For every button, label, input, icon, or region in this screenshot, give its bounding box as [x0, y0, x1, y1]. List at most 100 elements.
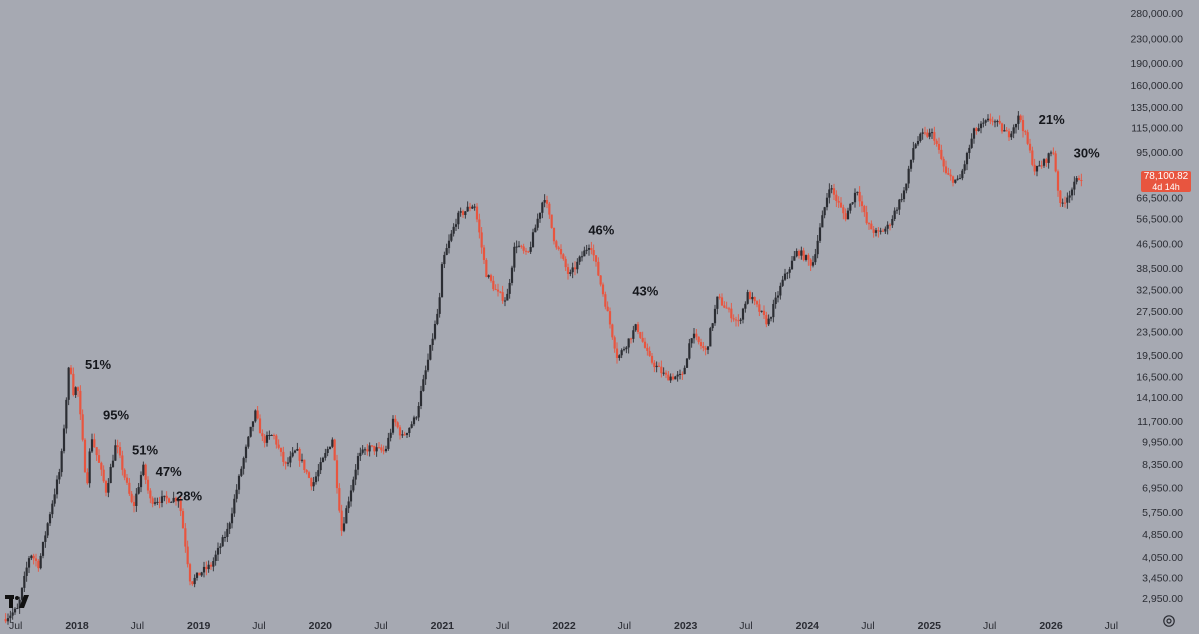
time-axis[interactable]: Jul 2018 Jul 2019 Jul 2020 Jul 2021 Jul 2022 Jul 20… — [9, 620, 1118, 632]
candle-body — [459, 211, 462, 213]
candle-body — [657, 365, 661, 367]
candle-body — [669, 376, 672, 381]
price-tick-label: 19,500.00 — [1136, 350, 1183, 362]
candle — [13, 607, 17, 615]
candle-body — [790, 260, 794, 270]
candle-body — [937, 143, 941, 150]
candle — [382, 445, 385, 455]
candle — [93, 433, 96, 448]
candle-body — [275, 435, 278, 445]
candle-body — [935, 140, 938, 144]
candle — [25, 561, 28, 582]
candle-body — [650, 355, 654, 363]
candle-body — [237, 475, 241, 490]
candle — [200, 571, 203, 577]
candle-body — [111, 460, 115, 467]
candle-body — [538, 212, 542, 219]
candle — [730, 302, 733, 323]
candle-body — [408, 427, 411, 434]
candle-body — [23, 575, 26, 588]
candle-body — [214, 554, 217, 561]
candle-body — [1075, 178, 1078, 182]
candle — [522, 243, 525, 254]
candle-body — [179, 500, 182, 512]
candle-body — [499, 291, 502, 293]
candle-body — [121, 455, 124, 470]
candle-body — [636, 324, 640, 333]
candle-body — [727, 308, 731, 310]
candle — [97, 449, 101, 463]
candle — [916, 136, 920, 147]
candle-body — [664, 372, 668, 375]
candle — [226, 522, 229, 543]
candle — [116, 439, 119, 454]
candle-body — [881, 230, 885, 232]
settings-gear-icon[interactable] — [1162, 614, 1176, 628]
candle — [160, 490, 164, 508]
candle — [643, 337, 647, 349]
candle — [130, 491, 133, 504]
candle-body — [601, 284, 605, 295]
candle-body — [72, 373, 75, 396]
candle-body — [410, 424, 413, 428]
candle — [188, 562, 192, 586]
candle-body — [174, 497, 178, 502]
candle — [39, 553, 42, 570]
candle — [669, 373, 672, 383]
candle-body — [1068, 195, 1071, 198]
tradingview-logo-icon[interactable] — [5, 594, 29, 610]
candle-body — [163, 495, 166, 497]
time-tick-label: Jul — [496, 620, 509, 632]
candle-body — [473, 206, 476, 208]
drawdown-label: 21% — [1039, 112, 1065, 127]
candle-body — [914, 144, 917, 149]
candle-body — [366, 449, 369, 452]
candle-body — [382, 450, 385, 452]
candle-body — [139, 474, 143, 488]
candle-body — [930, 132, 934, 134]
candle — [67, 366, 70, 406]
candle-body — [629, 338, 633, 340]
candle — [711, 322, 714, 332]
candle-body — [1061, 202, 1064, 204]
candle-body — [926, 132, 929, 137]
candle — [781, 275, 784, 287]
candle-body — [816, 240, 819, 255]
candle-body — [718, 296, 721, 298]
candle — [1068, 190, 1071, 203]
candle — [818, 223, 822, 244]
candle-body — [856, 191, 859, 193]
candle-body — [522, 246, 525, 251]
candle-body — [1005, 130, 1008, 132]
candle — [258, 414, 262, 434]
candle-body — [317, 470, 320, 477]
candle-body — [844, 213, 847, 220]
candle — [312, 476, 315, 492]
candle — [618, 354, 621, 361]
candle-body — [492, 280, 495, 290]
candle-body — [972, 128, 976, 139]
candle-body — [944, 166, 948, 174]
candle-body — [865, 212, 868, 224]
candle-body — [993, 121, 997, 123]
candle — [324, 448, 327, 461]
candle — [417, 402, 420, 422]
candle — [912, 141, 915, 163]
candle-body — [109, 466, 112, 484]
candle-body — [772, 303, 775, 318]
price-axis[interactable]: 280,000.00 230,000.00 190,000.00 160,000.00… — [1130, 8, 1183, 605]
candle-body — [251, 421, 255, 427]
candle — [445, 243, 448, 256]
candle-body — [457, 212, 460, 225]
candle-body — [244, 446, 248, 459]
candle-body — [242, 458, 245, 469]
candle — [480, 227, 483, 254]
current-price-label: 78,100.82 — [1143, 171, 1189, 182]
candle — [527, 250, 530, 253]
candle — [426, 353, 430, 373]
candle — [345, 505, 348, 524]
candle — [800, 246, 803, 260]
candle — [410, 421, 413, 429]
candle — [802, 247, 805, 262]
